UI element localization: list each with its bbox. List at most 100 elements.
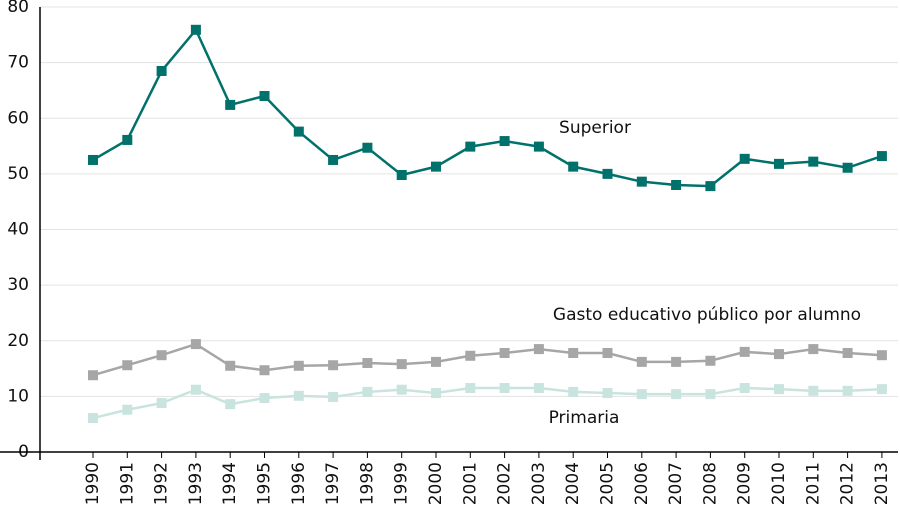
- marker: [328, 154, 339, 165]
- series-label: Gasto educativo público por alumno: [553, 305, 861, 325]
- marker: [225, 360, 236, 371]
- y-tick-label: 50: [7, 164, 29, 184]
- marker: [739, 383, 750, 394]
- marker: [88, 370, 98, 381]
- marker: [396, 384, 407, 395]
- marker: [122, 134, 133, 145]
- marker: [293, 390, 304, 401]
- series-label: Primaria: [549, 408, 620, 428]
- marker: [88, 413, 98, 424]
- x-tick-label: 2011: [803, 462, 823, 505]
- x-tick-label: 1998: [357, 462, 377, 505]
- marker: [876, 350, 887, 361]
- marker: [602, 168, 613, 179]
- y-tick-label: 80: [7, 0, 29, 17]
- marker: [705, 181, 716, 192]
- marker: [739, 153, 750, 164]
- marker: [774, 158, 784, 169]
- x-tick-label: 2008: [700, 462, 720, 505]
- marker: [842, 162, 853, 173]
- y-tick-label: 20: [7, 331, 29, 351]
- x-tick-label: 1993: [186, 462, 206, 505]
- marker: [774, 384, 784, 395]
- marker: [842, 385, 853, 396]
- marker: [156, 350, 167, 361]
- marker: [465, 350, 476, 361]
- x-tick-label: 1997: [323, 462, 343, 505]
- x-tick-label: 1992: [152, 462, 172, 505]
- marker: [225, 399, 236, 410]
- marker: [705, 355, 716, 366]
- marker: [156, 65, 167, 76]
- marker: [362, 142, 373, 153]
- y-tick-label: 70: [7, 53, 29, 73]
- marker: [293, 126, 304, 137]
- marker: [842, 347, 853, 358]
- marker: [876, 384, 887, 395]
- marker: [876, 151, 887, 162]
- series-line: [92, 342, 882, 377]
- x-tick-label: 2003: [529, 462, 549, 505]
- marker: [533, 344, 544, 355]
- y-tick-label: 30: [7, 275, 29, 295]
- x-tick-label: 2013: [872, 462, 892, 505]
- x-tick-label: 1991: [117, 462, 137, 505]
- marker: [602, 347, 613, 358]
- marker: [190, 339, 201, 350]
- marker: [499, 347, 510, 358]
- marker: [362, 386, 373, 397]
- marker: [636, 176, 647, 187]
- marker: [465, 141, 476, 152]
- x-tick-label: 2002: [495, 462, 515, 505]
- marker: [293, 360, 304, 371]
- marker: [808, 156, 819, 167]
- marker: [328, 360, 339, 371]
- marker: [636, 389, 647, 400]
- marker: [259, 365, 270, 376]
- marker: [568, 386, 579, 397]
- marker: [396, 359, 407, 370]
- marker: [465, 383, 476, 394]
- x-tick-label: 2012: [838, 462, 858, 505]
- marker: [122, 360, 133, 371]
- x-tick-label: 2007: [666, 462, 686, 505]
- marker: [499, 383, 510, 394]
- marker: [122, 404, 133, 415]
- marker: [533, 141, 544, 152]
- x-tick-label: 2001: [460, 462, 480, 505]
- marker: [568, 347, 579, 358]
- marker: [88, 154, 98, 165]
- marker: [705, 389, 716, 400]
- marker: [431, 388, 441, 399]
- x-tick-label: 2006: [632, 462, 652, 505]
- marker: [568, 161, 579, 172]
- y-tick-label: 60: [7, 108, 29, 128]
- x-tick-label: 2010: [769, 462, 789, 505]
- x-tick-label: 2004: [563, 462, 583, 505]
- marker: [774, 349, 784, 360]
- marker: [671, 356, 682, 367]
- marker: [328, 391, 339, 402]
- marker: [533, 383, 544, 394]
- marker: [808, 344, 819, 355]
- marker: [156, 398, 167, 409]
- x-tick-label: 1990: [83, 462, 103, 505]
- marker: [671, 180, 682, 190]
- marker: [431, 356, 441, 367]
- marker: [808, 385, 819, 396]
- marker: [602, 388, 613, 399]
- marker: [259, 393, 270, 404]
- marker: [636, 356, 647, 367]
- x-tick-label: 1994: [220, 462, 240, 505]
- y-tick-label: 40: [7, 220, 29, 240]
- x-tick-label: 1999: [392, 462, 412, 505]
- marker: [362, 358, 373, 368]
- marker: [739, 346, 750, 357]
- y-tick-label: 10: [7, 386, 29, 406]
- series-label: Superior: [559, 118, 631, 138]
- marker: [259, 91, 270, 101]
- x-tick-label: 1996: [289, 462, 309, 505]
- marker: [396, 169, 407, 180]
- x-tick-label: 1995: [255, 462, 275, 505]
